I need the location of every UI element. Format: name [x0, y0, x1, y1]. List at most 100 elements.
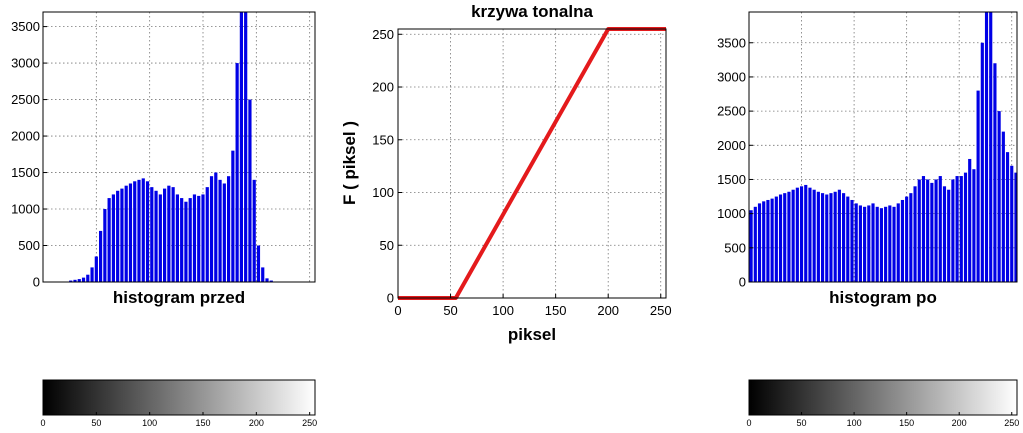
histogram-bar: [133, 181, 137, 282]
histogram-bar: [86, 274, 90, 282]
histogram-bar: [150, 187, 154, 282]
x-tick-label: 250: [650, 303, 672, 318]
colorbar-tick-label: 0: [746, 418, 751, 428]
histogram-bar: [993, 63, 997, 282]
colorbar-tick-label: 150: [195, 418, 210, 428]
histogram-bar: [926, 179, 930, 282]
histogram-bar: [774, 196, 778, 282]
tone-curve-panel: 0 50 100 150 200 250 0 50 100 150 200 250 krzywa to…: [340, 2, 672, 344]
histogram-bar: [753, 206, 757, 282]
colorbar-tick-label: 200: [249, 418, 264, 428]
y-tick-label: 50: [380, 238, 394, 253]
histogram-bar: [909, 193, 913, 282]
histogram-bar: [209, 176, 214, 282]
histogram-after-panel: 0 500 1000 1500 2000 2500 3000 3500 histogram p…: [717, 11, 1018, 307]
histogram-before-panel: 0 500 1000 1500 2000 2500 3000 3500 histogram p…: [11, 11, 316, 307]
histogram-bar: [167, 185, 171, 282]
histogram-bar: [770, 198, 774, 282]
histogram-bar: [984, 12, 989, 282]
histogram-bar: [951, 179, 955, 282]
histogram-bar: [128, 183, 133, 282]
histogram-bar: [892, 206, 896, 282]
y-tick-label: 2500: [717, 104, 746, 119]
y-tick-label: 3000: [11, 56, 40, 71]
histogram-bar: [261, 267, 265, 282]
colorbar-tick-label: 250: [1004, 418, 1019, 428]
y-tick-label: 1500: [717, 172, 746, 187]
histogram-bar: [192, 194, 197, 282]
y-tick-label: 100: [372, 185, 394, 200]
histogram-bar: [980, 42, 984, 283]
y-tick-label: 1500: [11, 165, 40, 180]
histogram-bar: [205, 187, 209, 282]
histogram-bar: [804, 184, 808, 282]
histogram-bar: [239, 12, 243, 282]
histogram-bar: [896, 203, 900, 282]
histogram-bar: [252, 179, 256, 282]
histogram-bar: [959, 176, 963, 282]
histogram-bar: [171, 187, 175, 282]
histogram-after-label: histogram po: [829, 288, 937, 307]
histogram-bar: [989, 12, 993, 282]
histogram-bar: [227, 176, 231, 282]
histogram-before-label: histogram przed: [113, 288, 245, 307]
histogram-bar: [69, 280, 73, 282]
x-tick-label: 100: [492, 303, 514, 318]
histogram-bar: [858, 205, 862, 282]
histogram-bar: [930, 182, 934, 282]
histogram-bar: [1014, 172, 1018, 282]
y-tick-label: 2000: [11, 129, 40, 144]
histogram-bar: [103, 209, 107, 282]
histogram-bar: [197, 195, 201, 282]
histogram-bar: [158, 194, 162, 282]
colorbar-tick-label: 150: [899, 418, 914, 428]
histogram-bar: [787, 191, 791, 282]
colorbar-after-ticks: 0 50 100 150 200 250: [746, 412, 1019, 428]
histogram-bar: [81, 277, 86, 282]
histogram-bar: [968, 158, 972, 282]
histogram-bar: [942, 186, 947, 282]
histogram-bar: [73, 279, 77, 282]
histogram-bar: [175, 194, 179, 282]
histogram-bar: [842, 193, 846, 282]
histogram-bar: [244, 12, 248, 282]
histogram-bar: [184, 201, 188, 282]
histogram-bar: [778, 194, 783, 282]
histogram-bar: [888, 205, 892, 282]
histogram-bar: [231, 150, 235, 282]
colorbar-tick-label: 0: [40, 418, 45, 428]
tone-curve-axes-box: [397, 28, 667, 299]
histogram-bar: [812, 189, 816, 282]
histogram-bar: [972, 169, 976, 282]
colorbar-tick-label: 100: [142, 418, 157, 428]
histogram-bar: [795, 187, 799, 282]
histogram-bar: [825, 194, 829, 282]
histogram-bar: [1001, 131, 1005, 282]
histogram-bar: [1005, 152, 1010, 282]
histogram-bar: [976, 90, 980, 282]
histogram-bar: [222, 183, 226, 282]
colorbar-tick-label: 50: [91, 418, 101, 428]
y-tick-label: 2500: [11, 92, 40, 107]
histogram-bar: [808, 187, 812, 282]
histogram-bar: [94, 256, 98, 282]
y-tick-label: 3500: [717, 35, 746, 50]
histogram-bar: [248, 99, 252, 282]
histogram-bar: [269, 280, 273, 282]
y-tick-label: 0: [33, 275, 40, 290]
x-tick-label: 150: [545, 303, 567, 318]
tone-curve-title: krzywa tonalna: [471, 2, 593, 21]
colorbar-before-ticks: 0 50 100 150 200 250: [40, 412, 317, 428]
histogram-bar: [163, 188, 167, 282]
y-tick-label: 500: [18, 238, 40, 253]
histogram-bar: [879, 208, 883, 282]
histogram-bar: [1010, 165, 1014, 282]
histogram-before-ticks: 0 500 1000 1500 2000 2500 3000 3500: [11, 19, 47, 290]
histogram-after-bars: [749, 12, 1018, 283]
histogram-bar: [850, 199, 854, 282]
histogram-bar: [791, 189, 795, 282]
y-tick-label: 200: [372, 80, 394, 95]
histogram-bar: [863, 206, 867, 282]
histogram-bar: [905, 196, 909, 282]
